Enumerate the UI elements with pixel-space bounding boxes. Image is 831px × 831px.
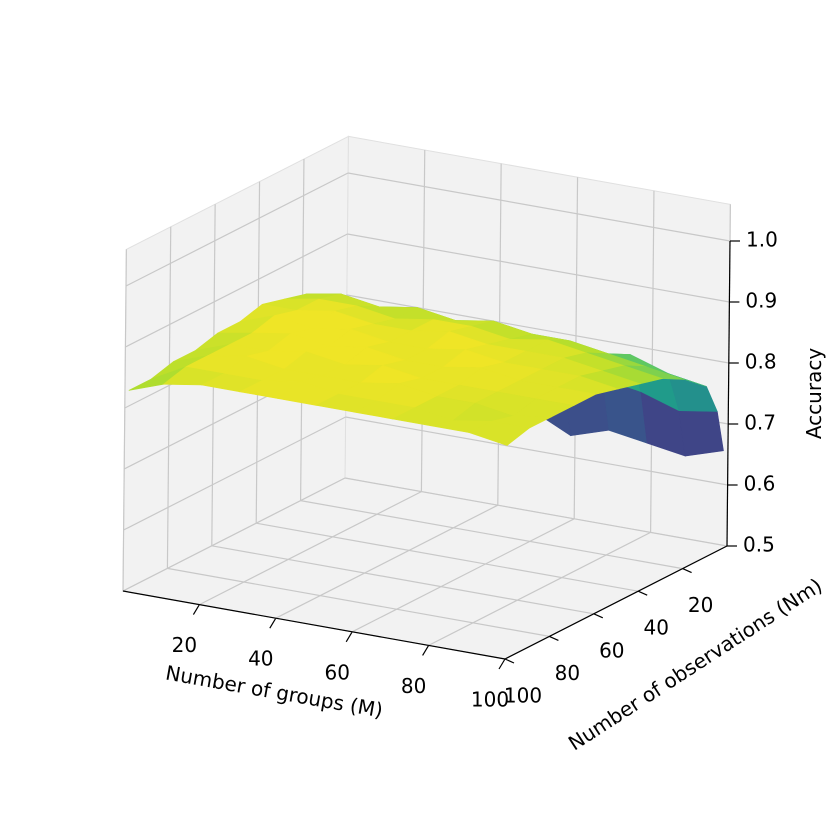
tick-mark [682,568,692,574]
z-tick-label: 0.7 [744,411,776,435]
grid-line [211,545,594,615]
grid-line [428,531,651,646]
tick-mark [593,613,604,619]
grid-line [122,249,127,592]
tick-mark [422,645,430,656]
x-axis-title: Number of groups (M) [164,661,385,723]
y-tick-label: 80 [555,661,580,685]
x-tick-label: 60 [324,660,349,684]
grid-line [122,477,346,592]
y-tick-label: 40 [643,616,668,640]
grid-line [346,294,729,364]
grid-line [275,504,499,619]
grid-line [199,491,422,606]
tick-mark [504,658,515,664]
z-axis-line [726,240,731,547]
z-tick-label: 0.8 [745,350,777,374]
tick-mark [549,635,559,641]
grid-line [650,190,655,533]
z-tick-label: 0.5 [743,533,775,557]
y-tick-label: 20 [688,593,713,617]
grid-line [347,172,731,242]
surface [128,293,724,457]
grid-line [125,233,348,348]
z-tick-label: 0.9 [745,289,777,313]
x-tick-label: 80 [401,674,426,698]
grid-line [300,500,683,570]
grid-line [125,172,349,287]
grid-line [351,518,575,633]
x-tick-label: 20 [172,633,197,657]
y-axis-line [504,545,728,660]
y-tick-label: 60 [599,638,624,662]
x-axis-line [122,590,506,660]
y-tick-label: 100 [504,684,542,708]
z-tick-label: 0.6 [744,472,776,496]
x-tick-label: 40 [248,647,273,671]
grid-line [345,416,728,486]
grid-line [347,233,730,303]
z-tick-label: 1.0 [746,228,778,252]
tick-mark [498,658,506,670]
z-axis-title: Accuracy [802,348,826,439]
surface-patch [468,420,531,446]
tick-mark [192,604,200,615]
grid-line [166,226,172,569]
tick-mark [269,617,277,629]
grid-line [167,567,550,637]
x-tick-label: 100 [471,688,509,712]
grid-line [123,416,346,531]
tick-mark [637,590,648,596]
surface-patch [678,410,724,457]
tick-mark [345,631,353,643]
grid-line [256,522,639,592]
grid-line [344,477,728,547]
